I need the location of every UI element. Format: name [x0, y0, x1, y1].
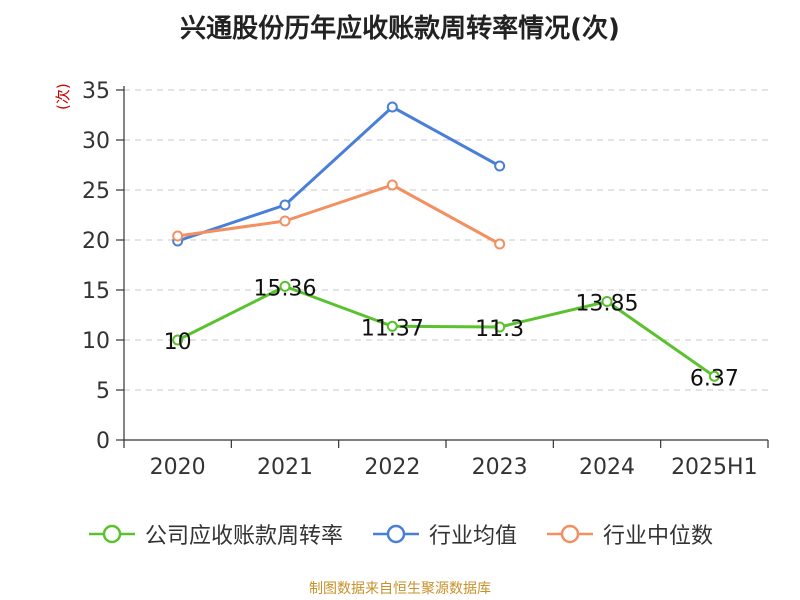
data-label: 11.37: [361, 316, 424, 341]
legend-item-industry-mean[interactable]: 行业均值: [371, 518, 517, 550]
x-tick-label: 2025H1: [671, 455, 758, 480]
y-tick-label: 5: [96, 379, 110, 404]
legend-label-industry-median: 行业中位数: [603, 524, 714, 549]
data-point: [386, 320, 398, 332]
series-line-1: [177, 105, 501, 243]
legend-item-industry-median[interactable]: 行业中位数: [545, 518, 713, 550]
y-tick-label: 25: [82, 179, 110, 204]
x-tick-label: 2021: [257, 455, 313, 480]
legend-label-industry-mean: 行业均值: [428, 524, 517, 549]
y-tick-label: 20: [82, 229, 110, 254]
data-point: [494, 321, 506, 333]
y-tick-label: 35: [82, 79, 110, 104]
legend-marker-company-icon: [88, 524, 135, 544]
series-line-2: [177, 183, 501, 246]
y-tick-label: 30: [82, 129, 110, 154]
data-point: [279, 215, 291, 227]
data-point: [708, 370, 720, 382]
data-label: 13.85: [576, 292, 639, 317]
data-point: [172, 230, 184, 242]
data-label: 15.36: [254, 276, 317, 301]
source-note: 制图数据来自恒生聚源数据库: [309, 581, 491, 597]
x-tick-label: 2022: [364, 455, 420, 480]
data-label: 6.37: [690, 366, 739, 391]
data-point: [279, 280, 291, 292]
y-tick-label: 0: [96, 429, 110, 454]
data-point: [172, 334, 184, 346]
x-tick-label: 2023: [472, 455, 528, 480]
line-chart: 0 5 10 15 20 25 30 35 2020 2021 2022 2023 2024 2025H1…: [82, 79, 769, 480]
data-point: [494, 238, 506, 250]
x-tick-label: 2024: [579, 455, 635, 480]
data-point: [386, 101, 398, 113]
data-point: [494, 160, 506, 172]
series-line-0: [176, 284, 716, 378]
y-tick-label: 10: [82, 329, 110, 354]
data-point: [601, 296, 613, 307]
legend-label-company: 公司应收账款周转率: [144, 524, 343, 549]
data-point: [279, 199, 291, 211]
data-label: 10: [164, 330, 192, 355]
data-point: [386, 179, 398, 191]
legend-marker-industry-median-icon: [547, 524, 593, 544]
legend-item-company[interactable]: 公司应收账款周转率: [87, 518, 343, 550]
legend-marker-industry-mean-icon: [372, 524, 419, 544]
data-label: 11.3: [475, 317, 524, 342]
chart-title: 兴通股份历年应收账款周转率情况(次): [180, 14, 620, 44]
y-tick-label: 15: [82, 279, 110, 304]
x-tick-label: 2020: [150, 455, 206, 480]
legend: 公司应收账款周转率 行业均值 行业中位数: [0, 518, 800, 550]
